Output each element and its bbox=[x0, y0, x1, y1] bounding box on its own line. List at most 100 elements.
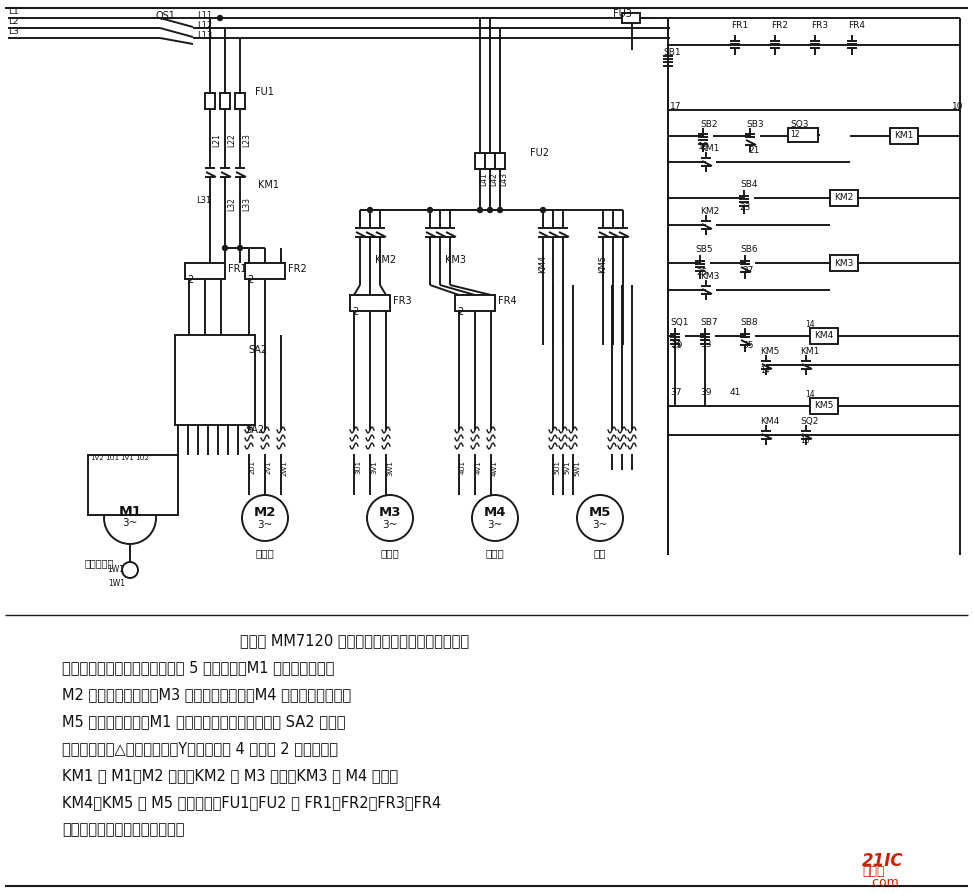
Text: 5W1: 5W1 bbox=[574, 460, 580, 476]
Text: KM4: KM4 bbox=[814, 332, 834, 341]
Text: 3~: 3~ bbox=[123, 518, 138, 528]
Text: 冷却泵: 冷却泵 bbox=[256, 548, 274, 558]
Circle shape bbox=[367, 495, 413, 541]
Text: KM5: KM5 bbox=[598, 255, 607, 273]
Text: 3~: 3~ bbox=[257, 520, 272, 530]
Text: FR2: FR2 bbox=[771, 21, 788, 30]
Text: 21IC: 21IC bbox=[862, 852, 904, 870]
Text: L22: L22 bbox=[227, 133, 236, 147]
Text: KM3: KM3 bbox=[445, 255, 466, 265]
Bar bbox=[205, 93, 215, 109]
Text: KM4、KM5 使 M5 可逆运转，FU1、FU2 和 FR1、FR2、FR3、FR4: KM4、KM5 使 M5 可逆运转，FU1、FU2 和 FR1、FR2、FR3、… bbox=[62, 795, 441, 810]
Text: L43: L43 bbox=[499, 172, 508, 186]
Circle shape bbox=[104, 492, 156, 544]
Text: 2W1: 2W1 bbox=[282, 460, 288, 476]
Text: 3U1: 3U1 bbox=[355, 460, 361, 474]
Circle shape bbox=[497, 207, 502, 213]
Text: 1W1: 1W1 bbox=[108, 579, 125, 588]
Text: L42: L42 bbox=[489, 172, 498, 186]
Text: 2: 2 bbox=[247, 275, 253, 285]
Bar bbox=[350, 295, 390, 311]
Text: FR1: FR1 bbox=[228, 264, 246, 274]
Circle shape bbox=[540, 207, 546, 213]
Text: FU3: FU3 bbox=[613, 9, 631, 19]
Text: KM1: KM1 bbox=[700, 144, 719, 153]
Bar bbox=[235, 93, 245, 109]
Circle shape bbox=[223, 246, 228, 250]
Text: SB5: SB5 bbox=[695, 245, 712, 254]
Text: KM1 给 M1、M2 供电，KM2 给 M3 供电，KM3 给 M4 供电，: KM1 给 M1、M2 供电，KM2 给 M3 供电，KM3 给 M4 供电， bbox=[62, 768, 398, 783]
Text: L31: L31 bbox=[196, 196, 211, 205]
Text: KM1: KM1 bbox=[800, 347, 819, 356]
Text: 14: 14 bbox=[760, 366, 770, 375]
Bar bbox=[622, 13, 640, 23]
Text: SB4: SB4 bbox=[740, 180, 758, 189]
Text: 19: 19 bbox=[698, 142, 709, 151]
Text: FR2: FR2 bbox=[288, 264, 306, 274]
Text: KM4: KM4 bbox=[760, 417, 779, 426]
Text: 轴承泵: 轴承泵 bbox=[380, 548, 399, 558]
Circle shape bbox=[577, 495, 623, 541]
Text: SB7: SB7 bbox=[700, 318, 718, 327]
Circle shape bbox=[487, 207, 492, 213]
Text: KM2: KM2 bbox=[835, 193, 853, 203]
Text: KM5: KM5 bbox=[814, 401, 834, 410]
Text: SQ1: SQ1 bbox=[670, 318, 689, 327]
Text: KM4: KM4 bbox=[538, 255, 547, 273]
Bar bbox=[175, 335, 255, 425]
Text: 电子网: 电子网 bbox=[862, 865, 884, 878]
Text: FR4: FR4 bbox=[498, 296, 517, 306]
Bar bbox=[455, 295, 495, 311]
Bar bbox=[245, 263, 285, 279]
Text: M3: M3 bbox=[378, 507, 401, 519]
Text: 液压泵: 液压泵 bbox=[486, 548, 504, 558]
Circle shape bbox=[472, 495, 518, 541]
Bar bbox=[220, 93, 230, 109]
Text: 41: 41 bbox=[730, 388, 741, 397]
Text: L41: L41 bbox=[479, 172, 488, 186]
Bar bbox=[475, 153, 485, 169]
Text: FU2: FU2 bbox=[530, 148, 549, 158]
Text: 27: 27 bbox=[742, 266, 753, 275]
Text: 4V1: 4V1 bbox=[476, 460, 482, 474]
Text: 3W1: 3W1 bbox=[387, 460, 393, 476]
Text: L33: L33 bbox=[242, 197, 251, 211]
Text: 14: 14 bbox=[805, 390, 814, 399]
Text: M2: M2 bbox=[254, 507, 276, 519]
Text: 2U1: 2U1 bbox=[250, 460, 256, 474]
Text: SB8: SB8 bbox=[740, 318, 758, 327]
Circle shape bbox=[427, 207, 433, 213]
Text: SB1: SB1 bbox=[663, 48, 681, 57]
Text: 3~: 3~ bbox=[487, 520, 503, 530]
Text: KM5: KM5 bbox=[760, 347, 779, 356]
Text: SB3: SB3 bbox=[746, 120, 764, 129]
Text: L1: L1 bbox=[8, 7, 18, 16]
Text: 39: 39 bbox=[700, 388, 711, 397]
Text: 1V1: 1V1 bbox=[120, 455, 133, 461]
Text: 1U2: 1U2 bbox=[135, 455, 149, 461]
Text: 21: 21 bbox=[748, 146, 759, 155]
Circle shape bbox=[218, 15, 223, 21]
Text: 3~: 3~ bbox=[382, 520, 398, 530]
Text: FR4: FR4 bbox=[848, 21, 865, 30]
Text: L21: L21 bbox=[212, 133, 221, 147]
Text: 4W1: 4W1 bbox=[492, 460, 498, 476]
Text: L12: L12 bbox=[197, 21, 212, 30]
Text: 1W1: 1W1 bbox=[107, 565, 124, 574]
Text: 23: 23 bbox=[739, 203, 750, 212]
Circle shape bbox=[237, 246, 242, 250]
Bar bbox=[830, 190, 858, 206]
Bar bbox=[485, 153, 495, 169]
Text: L11: L11 bbox=[197, 11, 212, 20]
Text: 31: 31 bbox=[670, 340, 681, 349]
Text: KM2: KM2 bbox=[375, 255, 396, 265]
Text: M5: M5 bbox=[589, 507, 611, 519]
Text: KM1: KM1 bbox=[258, 180, 279, 190]
Bar bbox=[890, 128, 918, 144]
Text: 4U1: 4U1 bbox=[460, 460, 466, 474]
Text: 3V1: 3V1 bbox=[371, 460, 377, 474]
Bar bbox=[495, 153, 505, 169]
Text: 3~: 3~ bbox=[593, 520, 608, 530]
Circle shape bbox=[368, 207, 373, 213]
Text: SQ2: SQ2 bbox=[800, 417, 818, 426]
